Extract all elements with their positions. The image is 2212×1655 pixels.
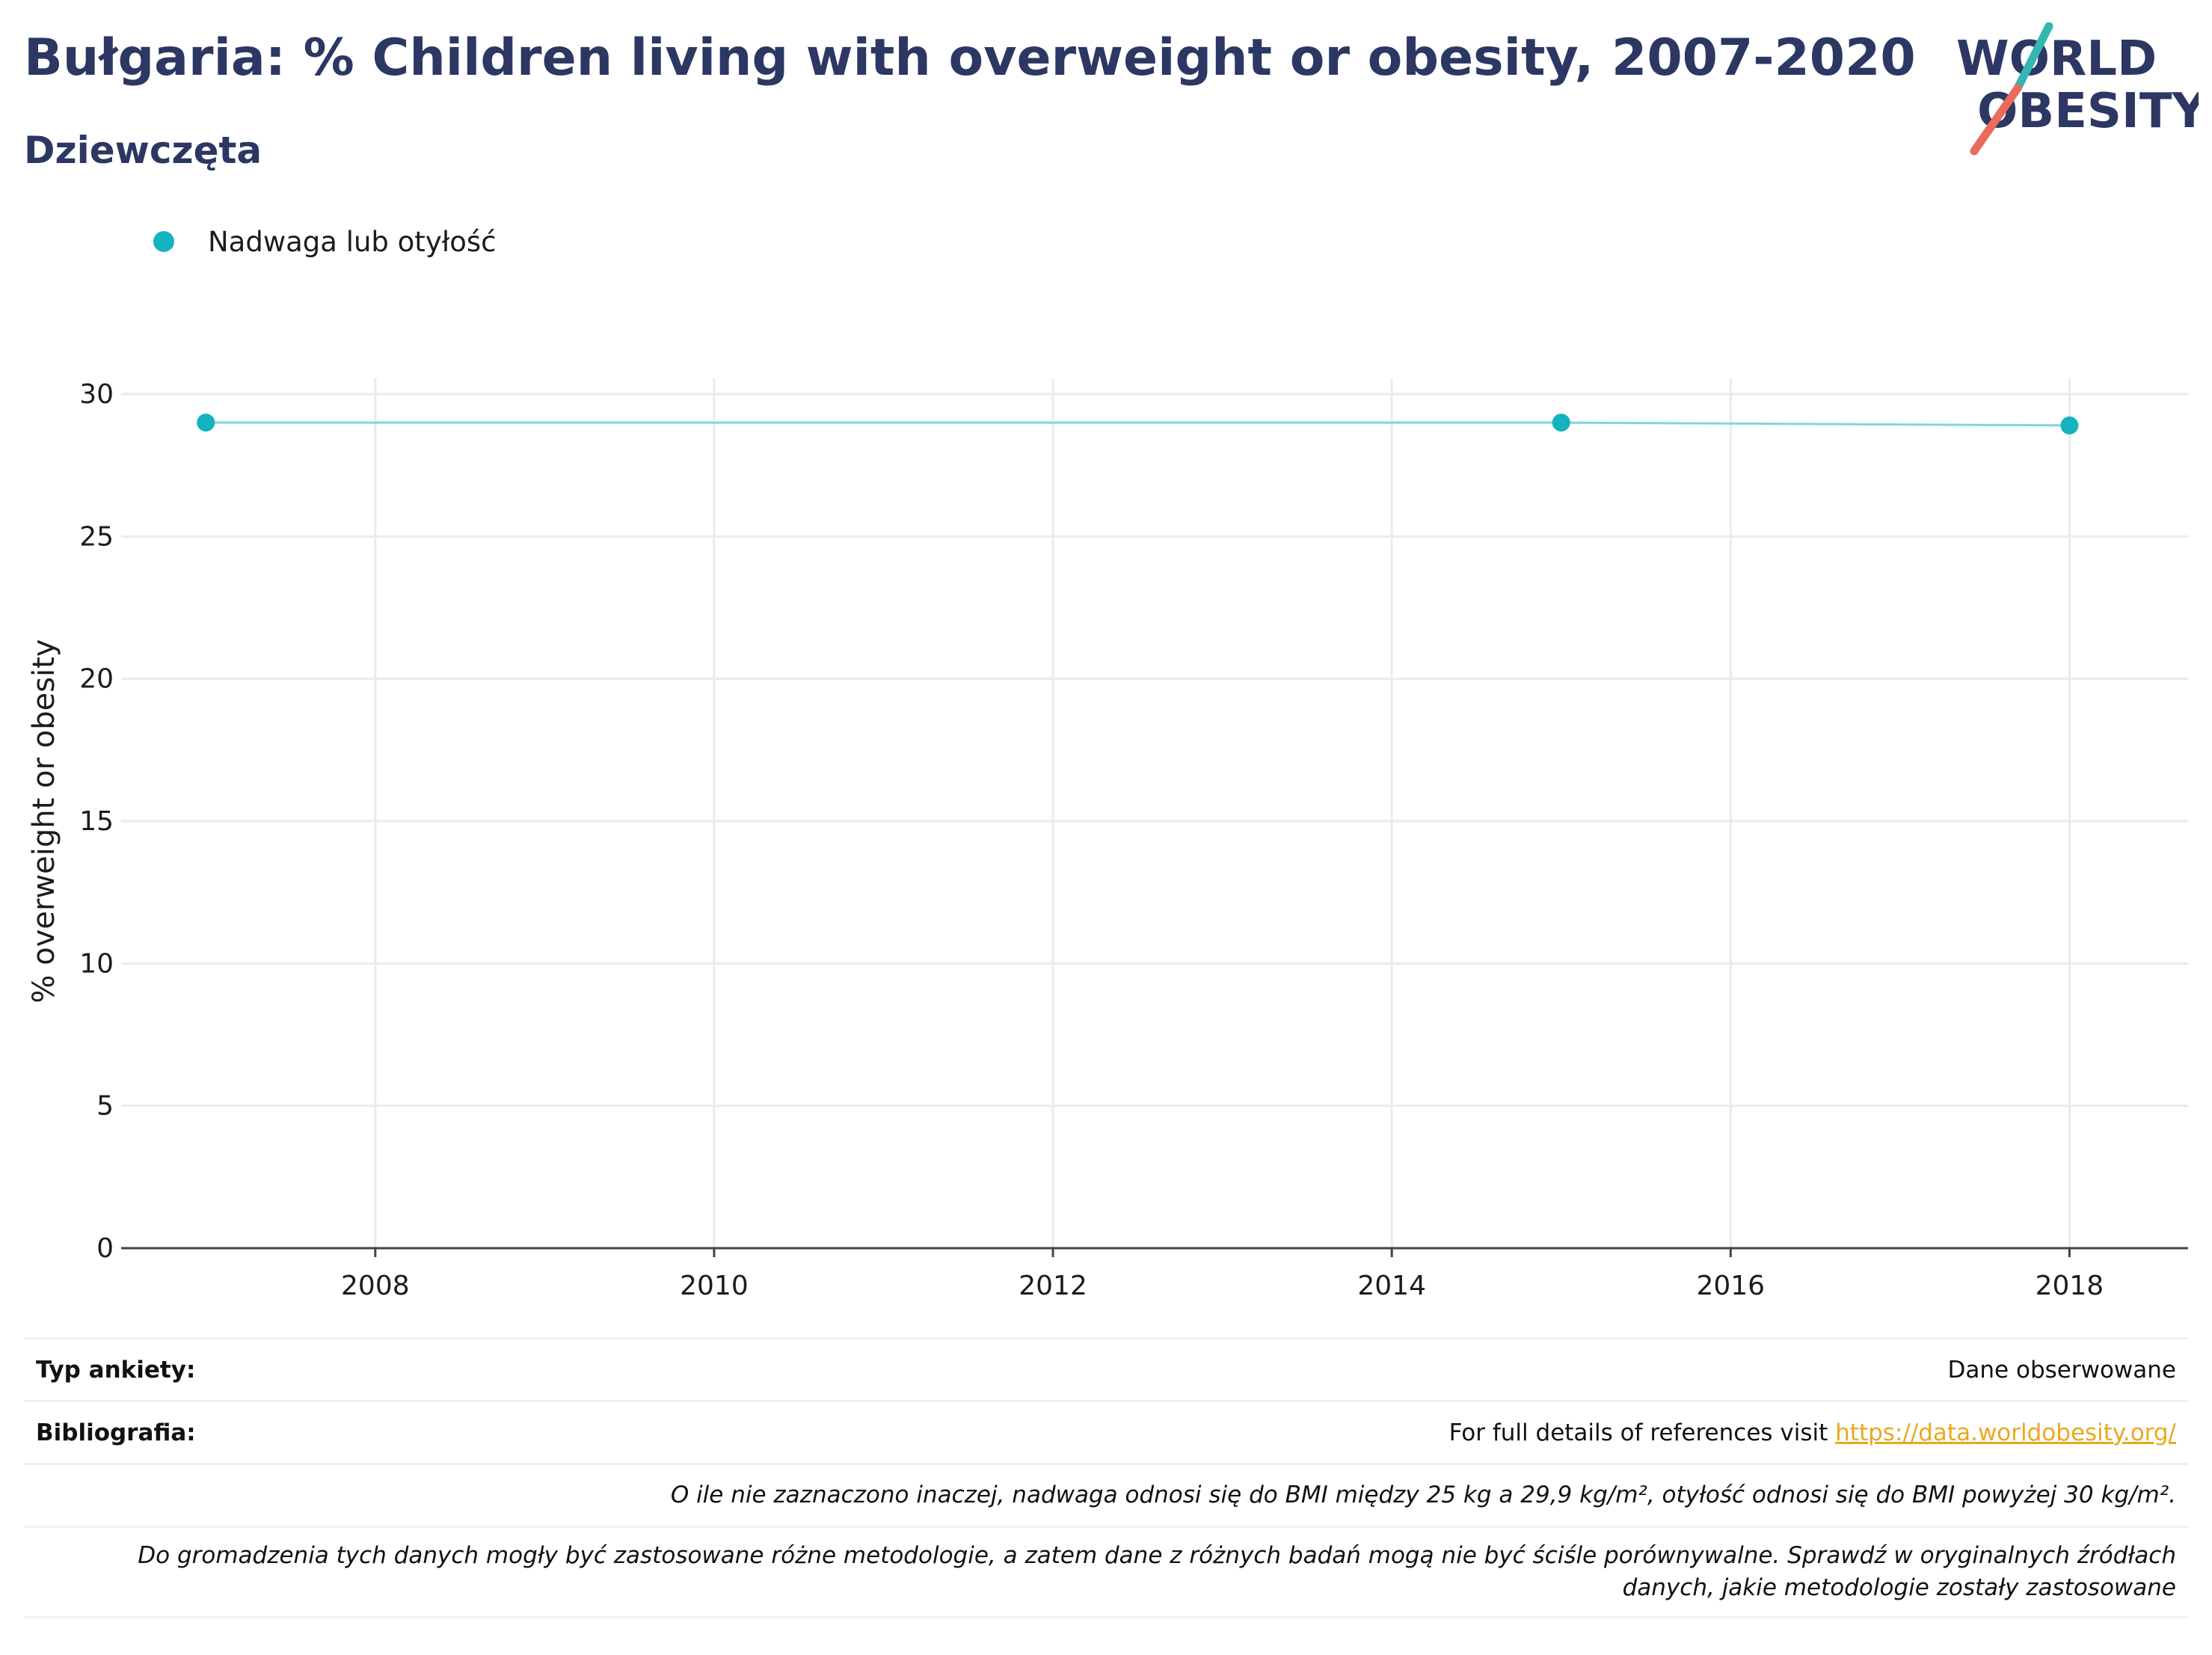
x-tick-label: 2010 bbox=[680, 1271, 749, 1301]
chart-subtitle: Dziewczęta bbox=[24, 129, 262, 172]
chart-legend[interactable]: Nadwaga lub otyłość bbox=[153, 223, 496, 260]
bibliography-row: Bibliografia: For full details of refere… bbox=[24, 1400, 2188, 1463]
y-tick-label: 5 bbox=[96, 1091, 114, 1122]
bibliography-text: For full details of references visit bbox=[1448, 1419, 1836, 1446]
series-line bbox=[206, 421, 2070, 427]
y-tick-label: 30 bbox=[79, 379, 114, 410]
survey-type-value: Dane obserwowane bbox=[1947, 1356, 2176, 1384]
x-tick-label: 2012 bbox=[1019, 1271, 1087, 1301]
definition-note-row: O ile nie zaznaczono inaczej, nadwaga od… bbox=[24, 1463, 2188, 1526]
bibliography-label: Bibliografia: bbox=[36, 1419, 196, 1446]
chart-footer: Typ ankiety: Dane obserwowane Bibliograf… bbox=[24, 1337, 2188, 1618]
logo-word-world: WORLD bbox=[1956, 31, 2157, 87]
methodology-note-line1: Do gromadzenia tych danych mogły być zas… bbox=[138, 1542, 2176, 1569]
x-tick-label: 2014 bbox=[1357, 1271, 1426, 1301]
bibliography-link[interactable]: https://data.worldobesity.org/ bbox=[1835, 1419, 2176, 1446]
survey-type-row: Typ ankiety: Dane obserwowane bbox=[24, 1337, 2188, 1400]
definition-note: O ile nie zaznaczono inaczej, nadwaga od… bbox=[670, 1481, 2176, 1508]
x-tick-label: 2008 bbox=[341, 1271, 410, 1301]
x-tick-label: 2018 bbox=[2036, 1271, 2104, 1301]
x-tick-label: 2016 bbox=[1696, 1271, 1765, 1301]
y-tick-label: 15 bbox=[79, 806, 114, 837]
line-chart: 0 5 10 15 20 25 30 2008 2010 2012 2014 2016 2018 % ov… bbox=[27, 378, 2188, 1301]
logo-slash-teal bbox=[2013, 22, 2053, 93]
legend-marker bbox=[153, 231, 174, 252]
y-tick-label: 0 bbox=[96, 1233, 114, 1264]
methodology-note: Do gromadzenia tych danych mogły być zas… bbox=[36, 1540, 2176, 1604]
y-tick-label: 25 bbox=[79, 521, 114, 552]
bibliography-value: For full details of references visit htt… bbox=[1449, 1419, 2176, 1446]
survey-type-label: Typ ankiety: bbox=[36, 1356, 196, 1384]
data-point bbox=[1552, 414, 1570, 432]
methodology-note-line2: danych, jakie metodologie zostały zastos… bbox=[1622, 1574, 2176, 1601]
y-tick-label: 20 bbox=[79, 664, 114, 695]
y-axis-title: % overweight or obesity bbox=[27, 639, 61, 1004]
logo-slash-red bbox=[1970, 84, 2022, 156]
chart-title: Bułgaria: % Children living with overwei… bbox=[24, 28, 1916, 87]
methodology-note-row: Do gromadzenia tych danych mogły być zas… bbox=[24, 1526, 2188, 1618]
world-obesity-logo: WORLD OBESITY bbox=[1956, 22, 2199, 156]
y-tick-label: 10 bbox=[79, 948, 114, 979]
legend-label: Nadwaga lub otyłość bbox=[208, 225, 497, 258]
data-point bbox=[197, 414, 215, 432]
data-point bbox=[2060, 416, 2079, 435]
